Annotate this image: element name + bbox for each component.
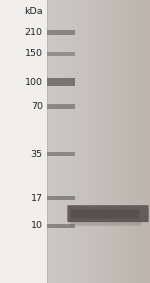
FancyBboxPatch shape [47, 104, 75, 109]
Bar [0, 0, 47, 283]
Text: 70: 70 [31, 102, 43, 111]
Text: 17: 17 [31, 194, 43, 203]
Text: 100: 100 [25, 78, 43, 87]
FancyBboxPatch shape [47, 78, 75, 86]
FancyBboxPatch shape [70, 218, 141, 226]
Text: kDa: kDa [24, 7, 43, 16]
Text: 35: 35 [31, 150, 43, 159]
FancyBboxPatch shape [67, 205, 149, 222]
Text: 10: 10 [31, 221, 43, 230]
Text: 210: 210 [25, 28, 43, 37]
FancyBboxPatch shape [47, 52, 75, 56]
FancyBboxPatch shape [71, 210, 139, 218]
FancyBboxPatch shape [47, 224, 75, 228]
Text: 150: 150 [25, 49, 43, 58]
FancyBboxPatch shape [47, 196, 75, 200]
FancyBboxPatch shape [47, 30, 75, 35]
FancyBboxPatch shape [47, 152, 75, 156]
